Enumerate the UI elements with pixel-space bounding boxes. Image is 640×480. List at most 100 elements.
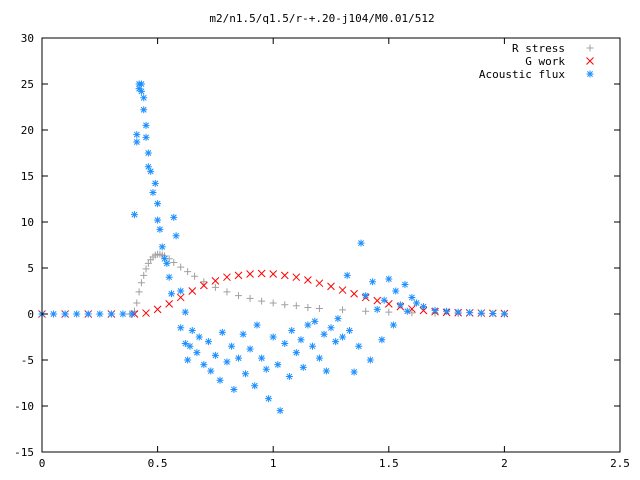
data-point [176,293,185,302]
data-point [288,327,296,335]
data-point [223,288,231,296]
data-point [338,286,347,294]
data-point [378,336,386,344]
data-point [223,273,231,282]
data-point [184,268,192,276]
data-point [207,367,215,375]
data-point [73,310,81,318]
data-point [216,376,224,384]
legend-marker [586,57,594,65]
y-tick-label: 30 [21,32,34,45]
data-point [147,167,155,175]
data-point [153,305,162,314]
data-point [137,80,145,88]
data-point [211,277,220,285]
chart-marks [38,80,509,415]
series-asterisk [38,80,508,415]
data-point [280,271,289,280]
legend-marker [586,70,594,78]
data-point [181,339,189,347]
data-point [154,200,162,208]
data-point [199,281,208,290]
data-point [239,330,247,338]
data-point [315,304,323,312]
axis-ticks: 0 0.5 1 1.5 2 2.5 -15 -10 -5 0 5 10 15 20 25 30 [14,32,630,470]
data-point [297,336,305,344]
data-point [142,121,150,129]
data-point [396,301,404,309]
data-point [223,358,231,366]
data-point [350,368,358,376]
x-tick-label: 0 [39,457,46,470]
data-point [304,304,312,312]
data-point [154,216,162,224]
data-point [281,301,289,309]
data-point [96,310,104,318]
data-point [292,349,300,357]
data-point [362,307,370,315]
data-point [195,333,203,341]
data-point [357,239,365,247]
data-point [320,330,328,338]
data-point [177,263,185,271]
legend-marker [586,44,594,52]
data-point [419,303,427,311]
data-point [477,309,485,317]
data-point [366,356,374,364]
x-tick-label: 0.5 [148,457,168,470]
data-point [149,189,157,197]
data-point [246,270,254,278]
data-point [235,292,243,300]
data-point [200,361,208,369]
data-point [186,342,194,350]
y-tick-label: 5 [27,262,34,275]
data-point [234,271,243,280]
data-point [392,287,400,295]
data-point [285,373,293,381]
data-point [258,354,266,362]
data-point [142,133,150,141]
data-point [167,290,175,298]
legend-label: R stress [512,42,565,55]
y-tick-label: 0 [27,308,34,321]
data-point [133,299,141,307]
data-point [142,309,150,317]
data-point [137,279,145,287]
data-point [50,310,58,318]
y-tick-label: 20 [21,124,34,137]
y-tick-label: 25 [21,78,34,91]
data-point [156,225,164,233]
data-point [184,356,192,364]
data-point [304,276,312,284]
data-point [211,283,219,291]
data-point [355,342,363,350]
series-plus [38,250,508,318]
y-tick-label: 15 [21,170,34,183]
data-point [144,259,152,267]
data-point [133,138,141,146]
data-point [165,273,173,281]
x-tick-label: 1 [270,457,277,470]
data-point [170,258,178,266]
data-point [133,131,141,139]
y-tick-label: -15 [14,446,34,459]
data-point [253,321,261,329]
data-point [246,345,254,353]
data-point [144,163,152,171]
data-point [165,300,174,308]
y-tick-label: 10 [21,216,34,229]
data-point [343,271,351,279]
data-point [172,232,180,240]
data-point [413,299,421,307]
data-point [281,339,289,347]
data-point [262,365,270,373]
data-point [177,287,185,295]
data-point [241,370,249,378]
data-point [362,292,370,300]
data-point [339,306,347,314]
data-point [84,310,92,318]
data-point [177,324,185,332]
data-point [188,327,196,335]
